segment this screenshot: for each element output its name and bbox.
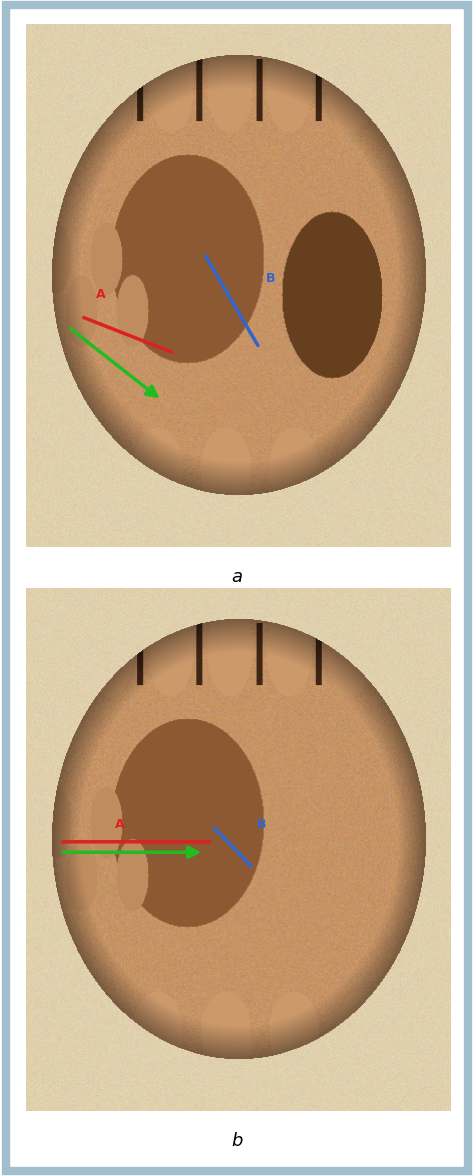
- Text: A: A: [115, 818, 124, 831]
- Text: a: a: [231, 568, 243, 586]
- Text: B: B: [257, 818, 267, 831]
- Text: b: b: [231, 1132, 243, 1150]
- Text: A: A: [95, 288, 105, 301]
- Text: B: B: [266, 272, 275, 285]
